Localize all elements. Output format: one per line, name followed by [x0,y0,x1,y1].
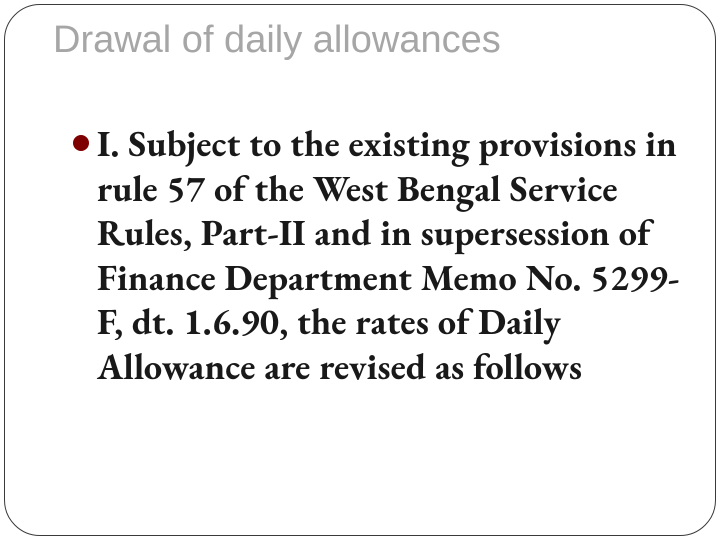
slide-frame: Drawal of daily allowances I. Subject to… [4,4,716,536]
bullet-icon [73,135,89,151]
slide-title: Drawal of daily allowances [53,19,501,62]
body-text: I. Subject to the existing provisions in… [97,121,687,388]
